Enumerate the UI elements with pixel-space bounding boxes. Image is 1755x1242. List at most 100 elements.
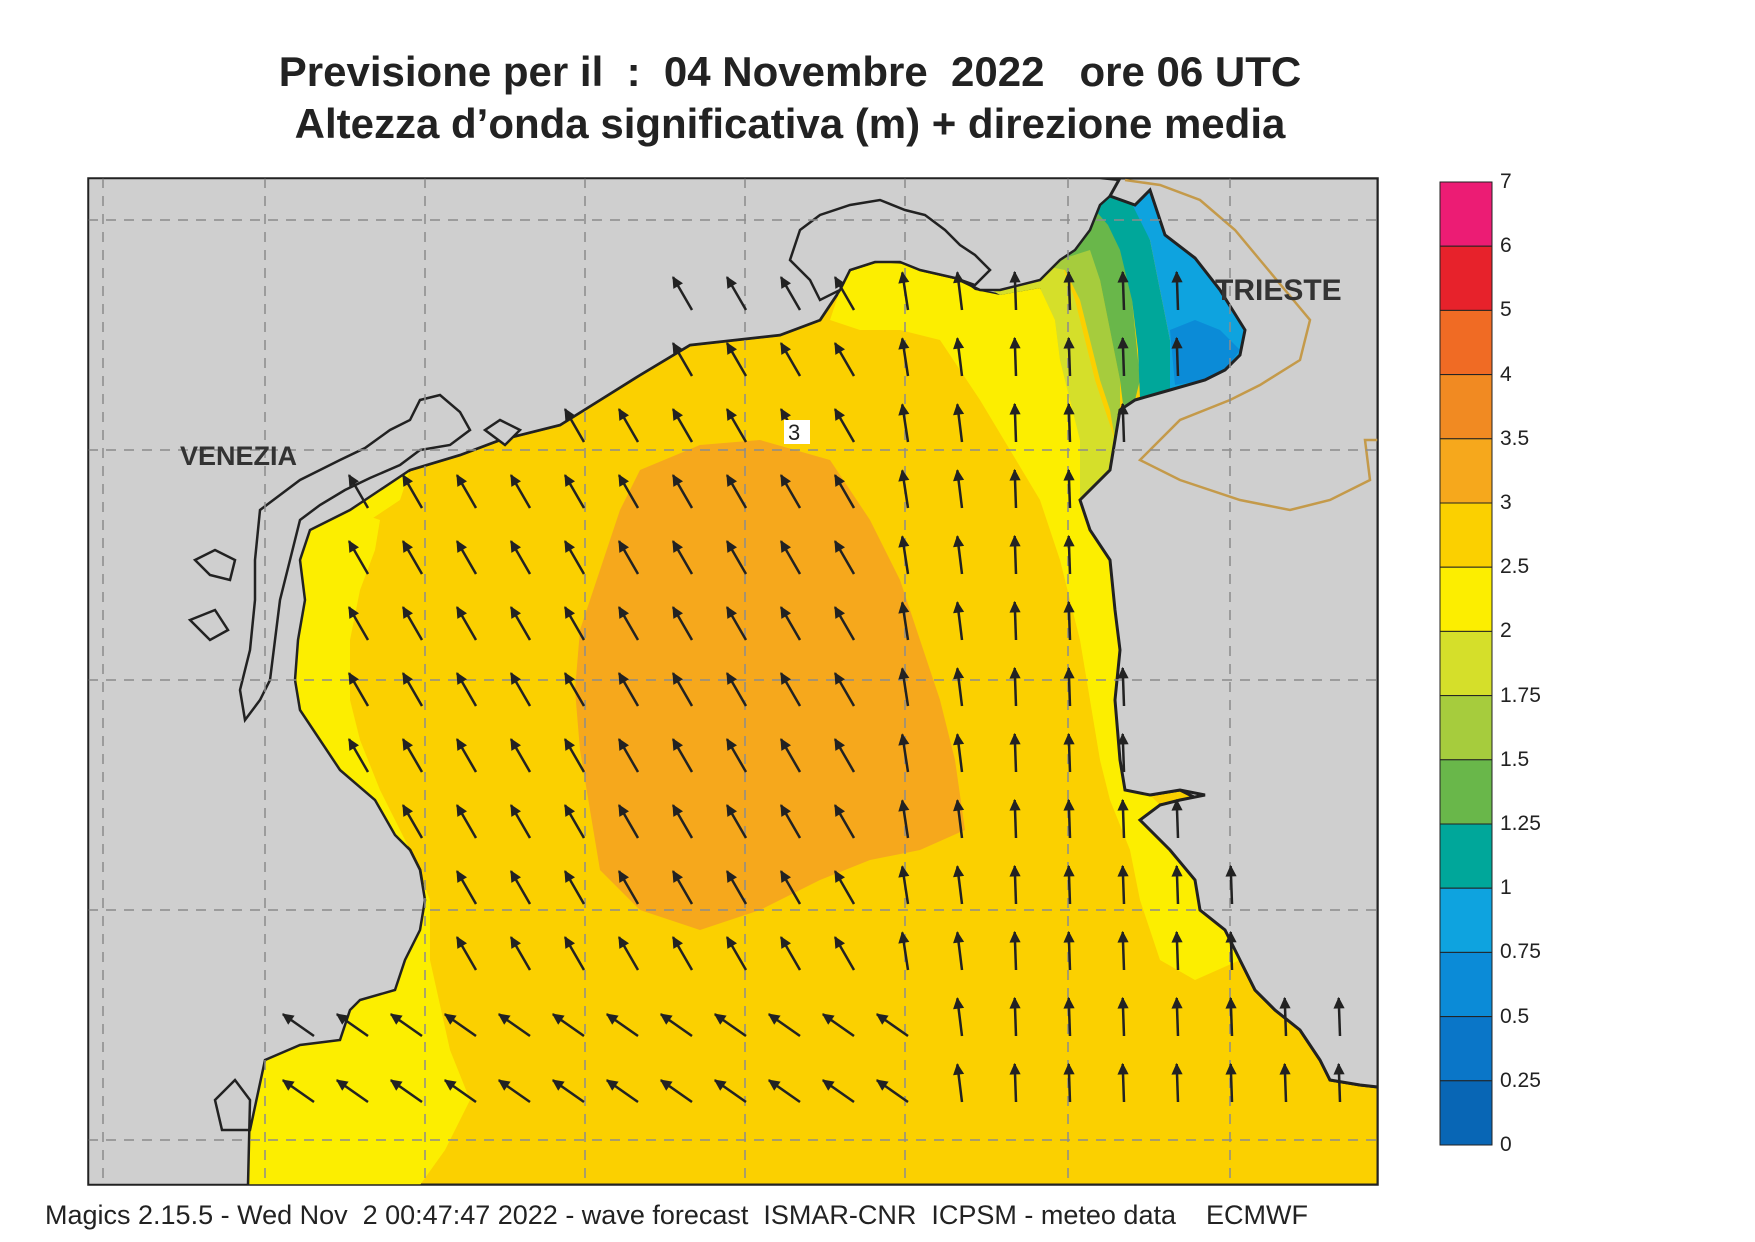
- arrow-head: [618, 540, 630, 553]
- arrow-head: [348, 606, 360, 619]
- arrow-head: [780, 936, 792, 949]
- arrow-head: [898, 931, 910, 944]
- city-label-venezia: VENEZIA: [180, 441, 297, 471]
- arrow-head: [898, 535, 910, 548]
- arrow-head: [456, 540, 468, 553]
- legend-label: 2.5: [1500, 555, 1530, 579]
- arrow-head: [672, 738, 684, 751]
- arrow-head: [510, 870, 522, 883]
- arrow-head: [618, 408, 630, 421]
- arrow-head: [713, 1079, 727, 1091]
- city-label-trieste: TRIESTE: [1215, 274, 1342, 307]
- arrow-head: [443, 1079, 457, 1091]
- arrow-head: [821, 1079, 835, 1091]
- arrow-head: [1063, 336, 1075, 349]
- arrow-head: [510, 738, 522, 751]
- arrow-head: [1333, 996, 1345, 1009]
- arrow-head: [1009, 270, 1021, 283]
- arrow-head: [443, 1013, 457, 1025]
- arrow-head: [618, 606, 630, 619]
- arrow-head: [780, 342, 792, 355]
- arrow-head: [1117, 996, 1129, 1009]
- legend-swatch: [1439, 823, 1493, 889]
- legend-swatch: [1439, 181, 1493, 247]
- arrow-head: [1117, 930, 1129, 943]
- arrow-head: [780, 408, 792, 421]
- arrow-head: [1171, 864, 1183, 877]
- arrow-head: [726, 672, 738, 685]
- arrow-head: [898, 403, 910, 416]
- arrow-head: [953, 667, 965, 680]
- arrow-head: [1117, 798, 1129, 811]
- legend-label: 0.25: [1500, 1068, 1541, 1092]
- arrow-head: [1009, 996, 1021, 1009]
- arrow-head: [605, 1079, 619, 1091]
- arrow-head: [898, 799, 910, 812]
- legend-swatch: [1439, 759, 1493, 825]
- arrow-head: [551, 1079, 565, 1091]
- arrow-head: [402, 804, 414, 817]
- title-line-1: Previsione per il : 04 Novembre 2022 ore…: [278, 48, 1302, 95]
- arrow-head: [605, 1013, 619, 1025]
- direction-arrows: [281, 270, 1345, 1104]
- title-line-2: Altezza d’onda significativa (m) + direz…: [294, 100, 1286, 147]
- arrow-head: [1117, 336, 1129, 349]
- arrow-head: [953, 337, 965, 350]
- arrow-head: [834, 474, 846, 487]
- arrow-head: [564, 738, 576, 751]
- arrow-head: [898, 865, 910, 878]
- land-west-coast: [88, 178, 1123, 1185]
- legend-label: 3.5: [1500, 426, 1530, 450]
- arrow-head: [898, 337, 910, 350]
- arrow-head: [821, 1013, 835, 1025]
- arrow-head: [497, 1013, 511, 1025]
- band-0.5-0.75: [1170, 320, 1240, 385]
- legend-label: 5: [1500, 298, 1512, 322]
- island-3: [482, 418, 523, 447]
- arrow-head: [898, 271, 910, 284]
- map-frame: [87, 177, 1379, 1186]
- land-east: [1078, 178, 1378, 1089]
- contour-label: 3: [788, 420, 800, 445]
- arrow-head: [875, 1013, 889, 1025]
- arrow-head: [672, 408, 684, 421]
- arrow-head: [335, 1079, 349, 1091]
- arrow-head: [348, 672, 360, 685]
- arrow-head: [780, 474, 792, 487]
- arrow-head: [1171, 336, 1183, 349]
- arrow-head: [1063, 798, 1075, 811]
- arrow-head: [726, 540, 738, 553]
- arrow-head: [713, 1013, 727, 1025]
- arrow-head: [1063, 864, 1075, 877]
- arrow-head: [953, 931, 965, 944]
- arrow-head: [1063, 534, 1075, 547]
- arrow-head: [510, 936, 522, 949]
- arrow-head: [1171, 930, 1183, 943]
- map-area: 3: [88, 178, 1378, 1185]
- arrow-head: [564, 672, 576, 685]
- arrow-head: [456, 870, 468, 883]
- arrow-head: [726, 342, 738, 355]
- arrow-head: [1063, 996, 1075, 1009]
- arrow-head: [1117, 666, 1129, 679]
- arrow-head: [564, 474, 576, 487]
- footer-credits: Magics 2.15.5 - Wed Nov 2 00:47:47 2022 …: [45, 1200, 1308, 1230]
- arrow-head: [1063, 402, 1075, 415]
- arrow-head: [767, 1079, 781, 1091]
- arrow-head: [1225, 864, 1237, 877]
- arrow-head: [510, 540, 522, 553]
- arrow-head: [1009, 666, 1021, 679]
- arrow-head: [618, 738, 630, 751]
- arrow-head: [1117, 270, 1129, 283]
- legend-swatch: [1439, 502, 1493, 568]
- legend-label: 0.75: [1500, 940, 1541, 964]
- arrow-head: [726, 606, 738, 619]
- legend-swatch: [1439, 630, 1493, 697]
- arrow-head: [1063, 930, 1075, 943]
- arrow-head: [348, 474, 360, 487]
- arrow-head: [1171, 996, 1183, 1009]
- arrow-head: [551, 1013, 565, 1025]
- arrow-head: [834, 408, 846, 421]
- band-1.5-1.75: [1040, 230, 1120, 440]
- arrow-head: [456, 606, 468, 619]
